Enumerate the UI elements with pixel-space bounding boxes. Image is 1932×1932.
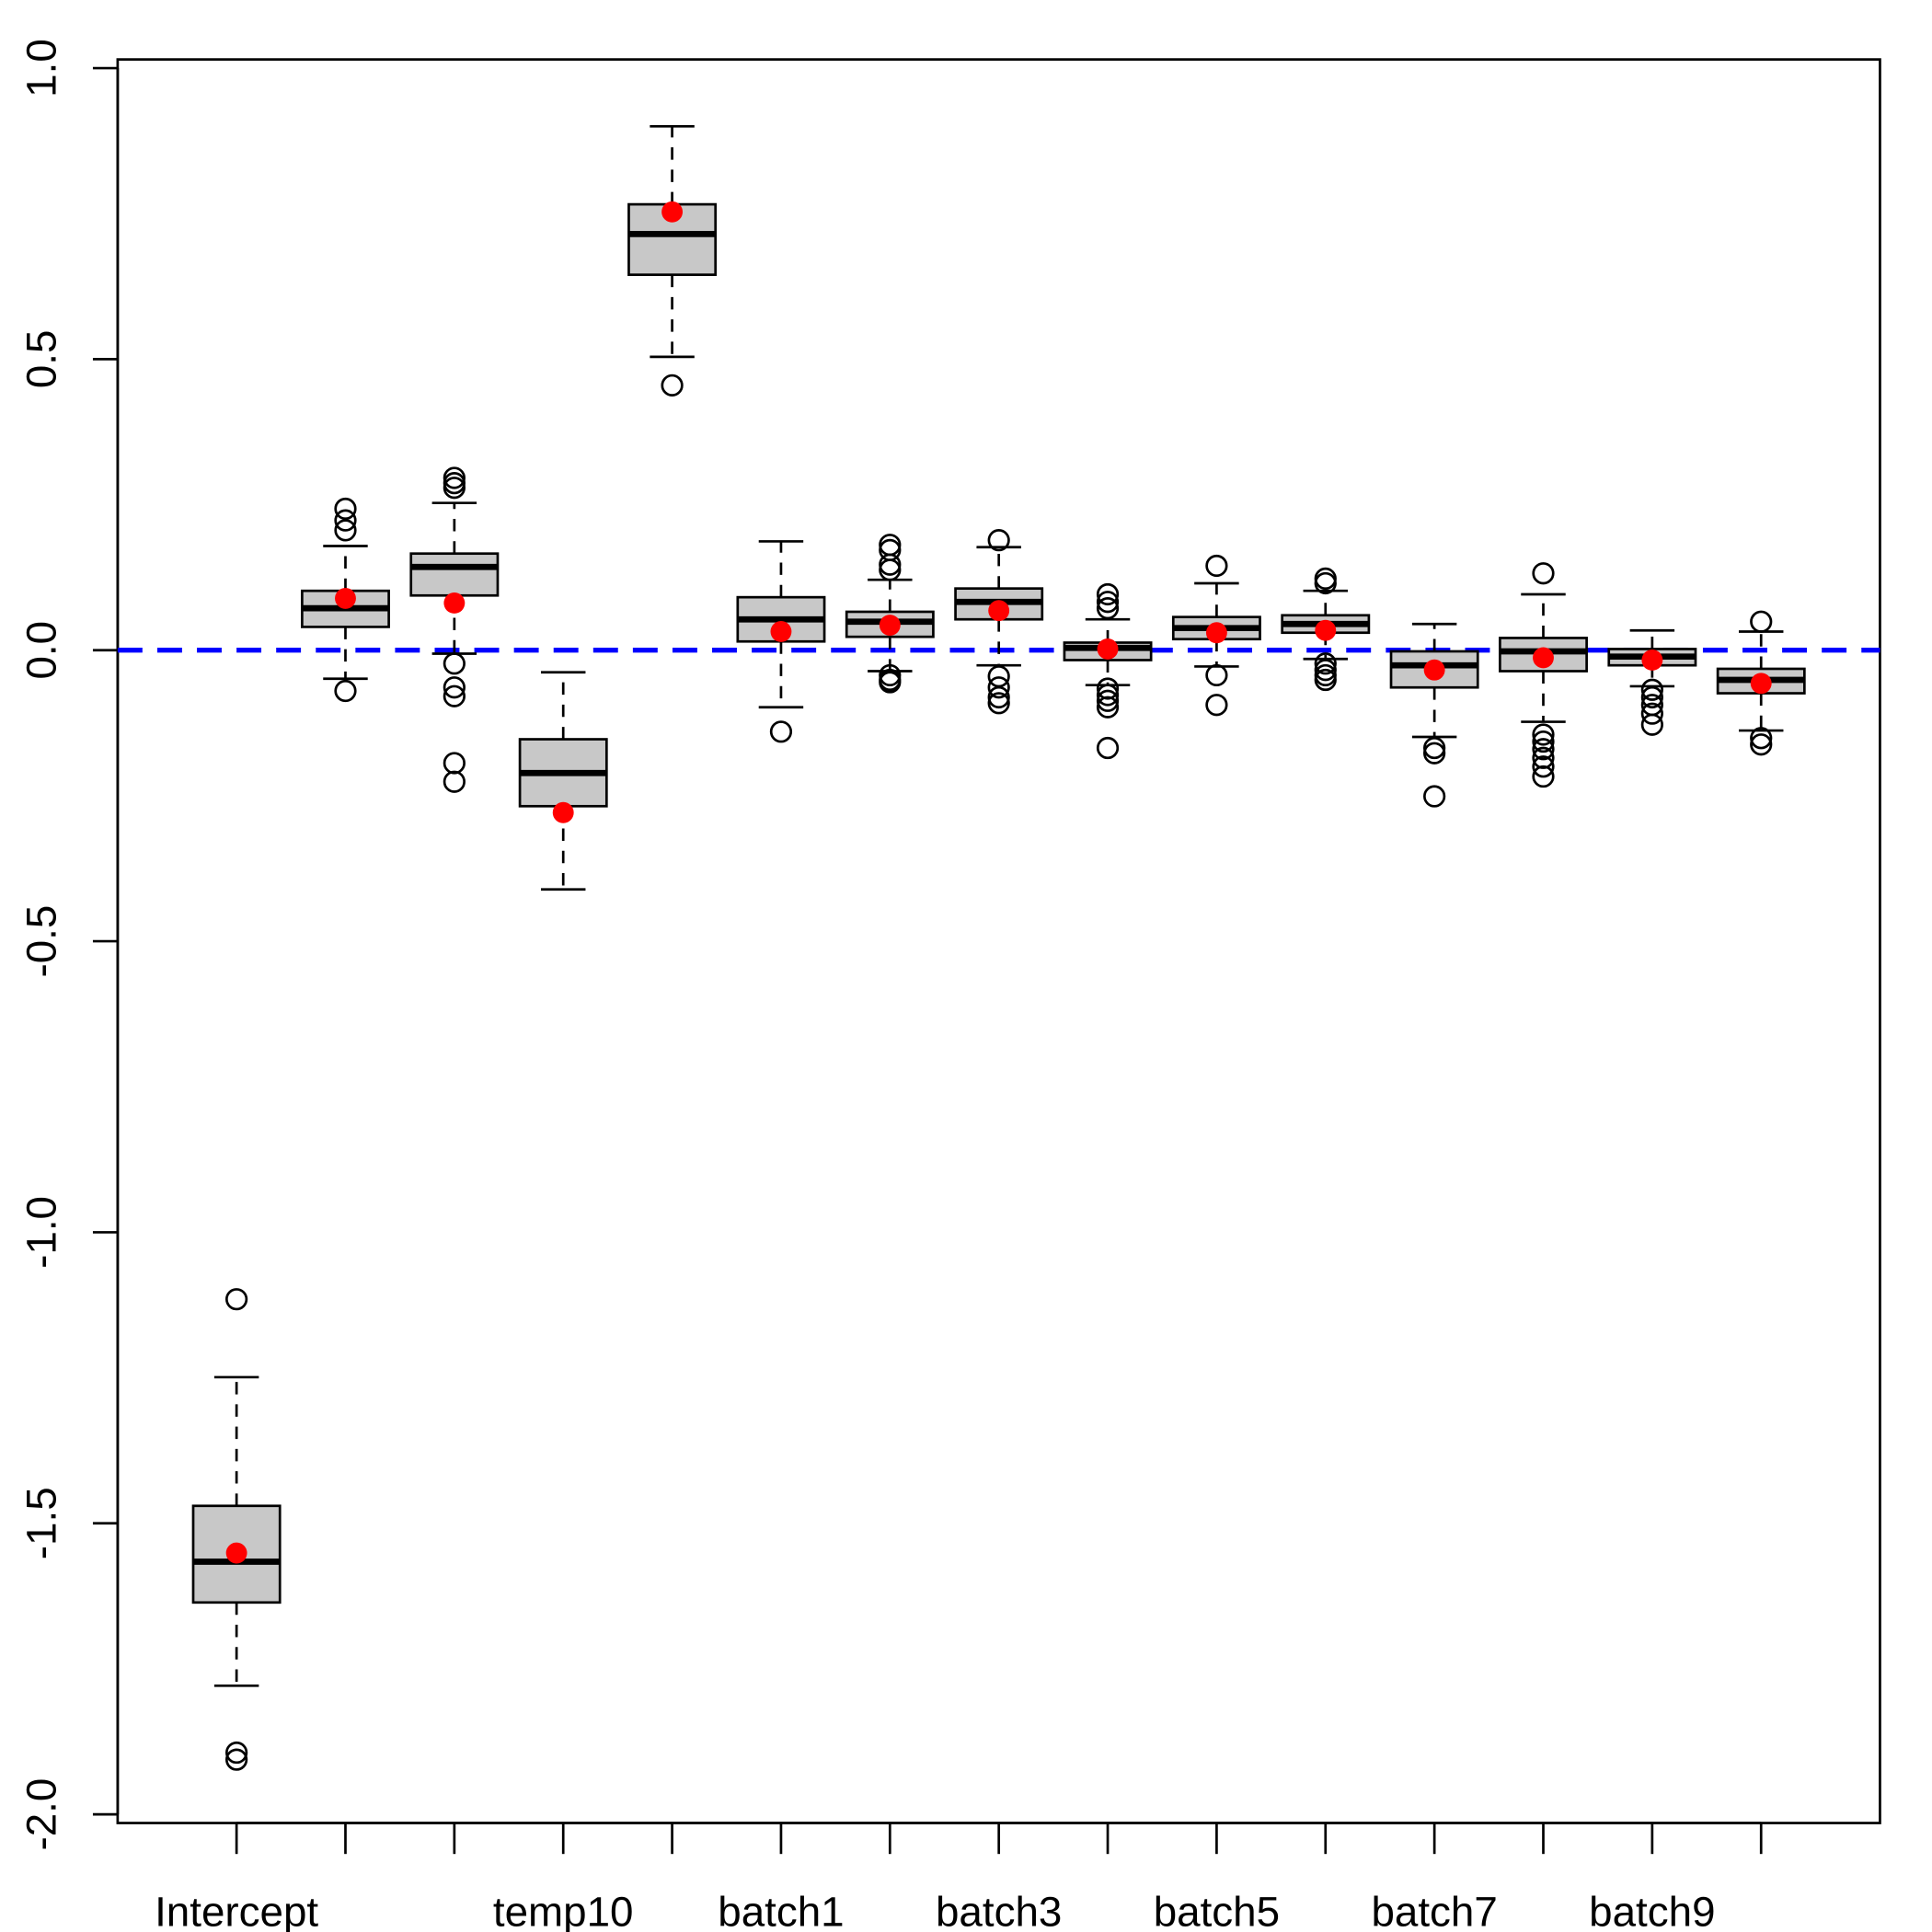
outlier-point [334,519,357,542]
box-item9 [1063,582,1153,760]
mean-point [988,600,1010,622]
outlier-point [1096,597,1120,620]
mean-point [661,201,684,223]
outlier-point [987,685,1010,709]
outlier-point [443,477,466,500]
mean-point [1750,673,1772,695]
y-tick-label: -1.5 [18,1487,65,1559]
box-Intercept [191,1288,282,1771]
outlier-point [1096,696,1120,719]
outlier-point [334,679,357,703]
y-tick-label: 1.0 [18,39,65,98]
outlier-point [1750,727,1773,750]
box-item3 [409,466,500,793]
outlier-point [1532,755,1555,778]
outlier-point [1532,723,1555,746]
outlier-point [334,509,357,532]
y-tick-label: 0.5 [18,330,65,389]
mean-point [1097,638,1119,660]
mean-point [443,592,466,614]
mean-point [1423,659,1445,681]
outlier-point [225,1748,248,1771]
box-batch9 [1607,628,1697,736]
y-tick-label: -0.5 [18,905,65,978]
outlier-point [1532,738,1555,761]
outlier-point [1532,765,1555,788]
outlier-point [1423,785,1446,808]
outlier-point [443,684,466,707]
outlier-point [1314,571,1337,595]
outlier-point [1423,736,1446,760]
boxes [191,124,1806,1771]
mean-point [879,615,901,636]
outlier-point [1096,591,1120,614]
outlier-point [1314,659,1337,682]
outlier-point [443,652,466,675]
plot-frame [116,58,1881,1824]
outlier-point [1640,702,1663,725]
outlier-point [1314,652,1337,675]
box-temp10 [518,671,608,891]
outlier-point [1314,567,1337,591]
outlier-point [1205,554,1228,578]
x-tick-label: batch9 [1589,1888,1715,1932]
outlier-point [1640,685,1663,709]
iqr-box [409,552,500,597]
outlier-point [879,558,902,581]
x-tick-label: batch7 [1371,1888,1497,1932]
outlier-point [334,497,357,521]
box-item7 [845,534,935,694]
outlier-point [1423,742,1446,765]
outlier-point [1640,713,1663,736]
outlier-point [987,676,1010,699]
outlier-point [443,676,466,699]
y-axis: -2.0 -1.5 -1.0 -0.5 0.0 0.5 1.0 [18,39,120,1851]
x-tick-label: Intercept [155,1888,318,1932]
box-batch3 [954,529,1044,715]
x-tick-label: batch1 [718,1888,844,1932]
outlier-point [1750,610,1773,633]
box-batch7 [1389,622,1479,808]
box-item13 [1499,562,1588,788]
mean-point [1641,650,1663,671]
outlier-point [225,1741,248,1765]
mean-point [1533,647,1554,669]
outlier-point [443,466,466,489]
x-axis: Intercept temp10 batch1 batch3 batch5 batch7 b… [155,1822,1763,1932]
outlier-point [879,671,902,694]
x-tick-label: temp10 [493,1888,634,1932]
outlier-point [1096,582,1120,606]
outlier-point [769,720,793,743]
mean-point [335,587,356,609]
outlier-point [879,553,902,576]
box-item5 [627,124,718,397]
mean-point [552,801,574,823]
mean-point [1205,622,1227,644]
outlier-point [1532,730,1555,753]
outlier-point [443,752,466,775]
outlier-point [661,374,684,397]
outlier-point [987,692,1010,715]
mean-point [1315,619,1337,641]
x-tick-label: batch3 [936,1888,1062,1932]
outlier-point [1205,694,1228,717]
outlier-point [1750,733,1773,756]
outlier-point [1096,736,1120,760]
outlier-point [225,1288,248,1311]
y-tick-label: 0.0 [18,621,65,680]
y-tick-label: -1.0 [18,1196,65,1269]
outlier-point [1205,663,1228,687]
outlier-point [1640,678,1663,701]
mean-point [225,1542,247,1564]
outlier-point [1096,684,1120,707]
x-tick-label: batch5 [1154,1888,1280,1932]
outlier-point [1096,689,1120,712]
outlier-point [1532,562,1555,585]
outlier-point [443,770,466,793]
outlier-point [987,529,1010,552]
mean-point [770,621,792,642]
y-tick-label: -2.0 [18,1778,65,1851]
outlier-point [1314,668,1337,692]
